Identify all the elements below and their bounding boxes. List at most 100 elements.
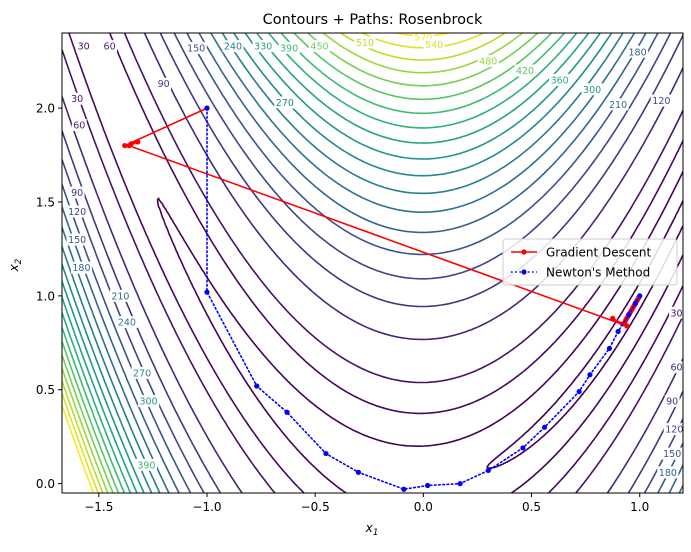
contour-label-bg (66, 233, 88, 246)
contour-level-9 (62, 33, 683, 493)
series-1 (204, 105, 643, 492)
contour-label-bg (69, 92, 85, 105)
chart-title: Contours + Paths: Rosenbrock (263, 12, 483, 28)
series-point (126, 143, 132, 149)
series-point (323, 450, 329, 457)
legend-item-1: Newton's Method (511, 266, 650, 280)
series-point (610, 315, 616, 321)
legend-marker (521, 249, 527, 255)
contour-label: 510 (356, 38, 374, 49)
y-tick-label: 0.5 (36, 383, 55, 397)
contour-label-bg (66, 205, 88, 218)
contour-label-bg (274, 96, 296, 109)
contour-label: 480 (479, 57, 497, 68)
contour-label: 180 (659, 468, 677, 479)
x-tick-label: 0.5 (522, 500, 541, 514)
contour-label: 60 (104, 42, 116, 53)
contour-label: 60 (73, 121, 85, 132)
contour-label-bg (131, 366, 153, 379)
contour-level-8 (62, 33, 683, 493)
x-tick-label: −0.5 (301, 500, 330, 514)
contour-label-bg (477, 55, 499, 68)
series-point (626, 312, 632, 318)
x-tick-label: 0.0 (414, 500, 433, 514)
contour-label-bg (657, 466, 679, 479)
contour-label: 420 (516, 66, 534, 77)
series-point (204, 289, 210, 295)
legend-label: Newton's Method (546, 266, 650, 280)
legend-item-0: Gradient Descent (511, 246, 652, 260)
contour-label-bg (252, 40, 274, 53)
contour-label: 120 (68, 207, 86, 218)
contour-label-bg (70, 261, 93, 274)
contour-label-bg (669, 361, 683, 374)
contour-label: 90 (158, 79, 170, 90)
legend-box (502, 238, 678, 286)
contour-label-bg (137, 395, 160, 407)
contour-label: 300 (139, 397, 157, 408)
contour-level-13 (62, 33, 590, 493)
series-point (425, 482, 431, 489)
contour-label-bg (412, 33, 434, 43)
contour-label: 210 (609, 100, 627, 111)
contour-level-15 (62, 33, 566, 493)
contour-label-bg (156, 77, 172, 90)
contour-label: 540 (425, 40, 443, 51)
contour-label-bg (71, 119, 87, 131)
contour-label: 150 (663, 449, 681, 460)
contour-label-bg (109, 289, 132, 302)
contour-label: 180 (628, 47, 646, 58)
series-point (355, 469, 362, 475)
y-axis: 0.0 0.5 1.0 1.5 2.0 (36, 102, 62, 491)
contour-level-6 (62, 33, 683, 493)
series-point (615, 328, 621, 335)
series-point (576, 389, 582, 395)
legend-label: Gradient Descent (546, 246, 652, 260)
contour-label: 240 (224, 42, 242, 53)
series-point (135, 139, 141, 145)
series-point (401, 486, 407, 492)
series-point (541, 424, 548, 430)
contour-label: 270 (276, 98, 294, 109)
contour-label-bg (549, 73, 571, 86)
path-series (122, 105, 643, 492)
y-axis-label: x2 (7, 258, 24, 272)
series-point (637, 293, 643, 299)
contour-label: 30 (78, 42, 90, 53)
series-point (520, 445, 526, 451)
plot-frame (61, 32, 684, 494)
contour-label-bg (607, 98, 629, 111)
contour-label: 30 (670, 308, 682, 319)
contour-label-bg (135, 458, 157, 471)
contour-level-18 (62, 33, 524, 493)
series-point (587, 372, 593, 378)
contour-level-2 (68, 33, 683, 493)
contour-label: 150 (68, 235, 86, 246)
contour-label-bg (69, 186, 85, 199)
contour-level-14 (62, 33, 578, 493)
contour-level-7 (62, 33, 683, 493)
x-tick-label: −1.5 (84, 500, 113, 514)
series-point (606, 345, 613, 352)
contour-label-bg (76, 40, 92, 53)
contour-label-bg (664, 395, 680, 407)
y-tick-label: 1.0 (36, 289, 55, 303)
x-tick-label: 1.0 (630, 500, 649, 514)
contour-label: 450 (310, 42, 328, 53)
contour-label-bg (423, 38, 445, 51)
contour-lines (62, 33, 683, 493)
contour-label-bg (581, 83, 603, 96)
contour-label: 390 (280, 44, 298, 55)
contour-label: 390 (137, 460, 155, 471)
contour-level-3 (62, 33, 683, 493)
series-point (284, 409, 290, 415)
contour-label-bg (626, 45, 649, 58)
contour-label-bg (669, 306, 683, 319)
contour-label-bg (185, 42, 207, 55)
contour-label: 180 (72, 263, 90, 274)
contour-level-12 (62, 33, 601, 493)
contour-label: 210 (111, 291, 129, 302)
contour-label-bg (650, 94, 672, 107)
y-tick-label: 0.0 (36, 477, 55, 491)
